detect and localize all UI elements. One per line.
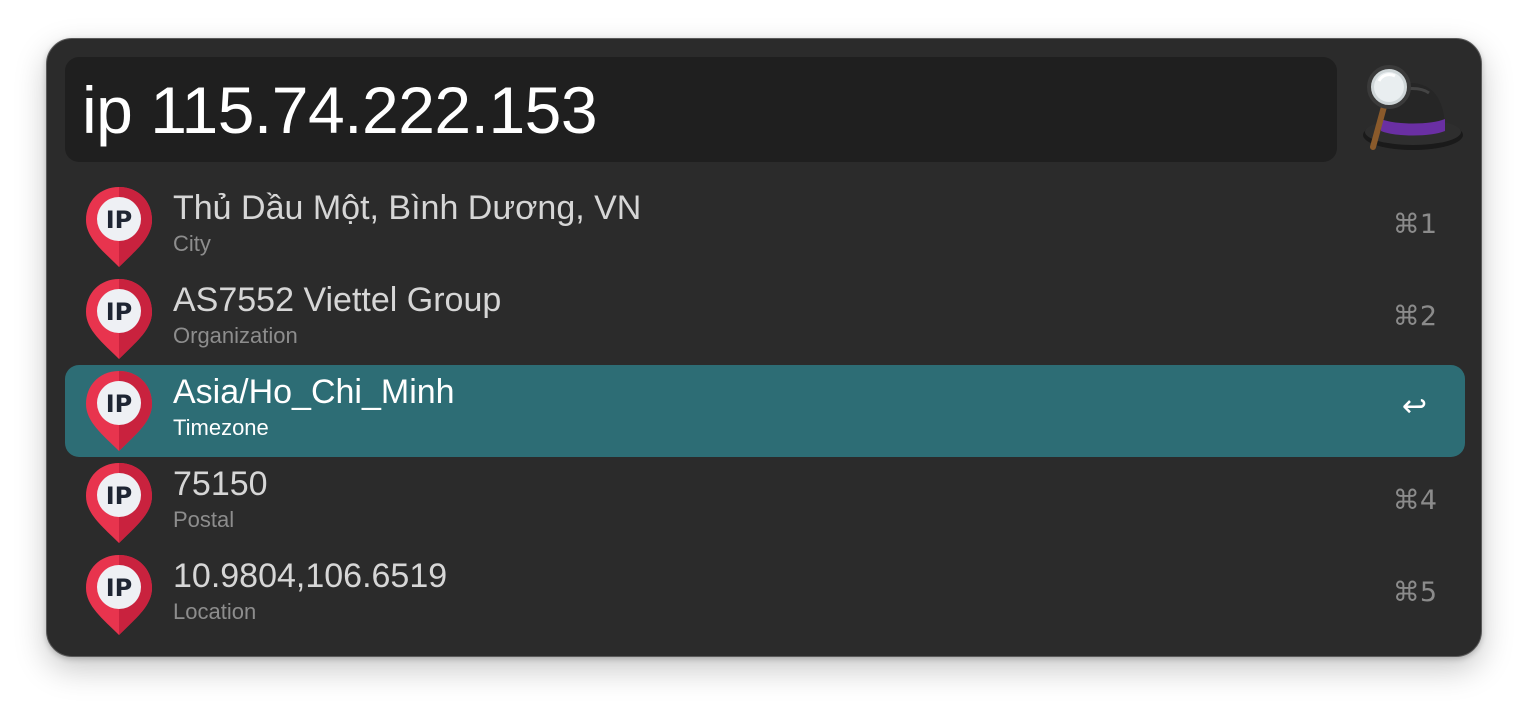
result-row-location[interactable]: IP 10.9804,106.6519 Location ⌘5: [65, 549, 1465, 641]
search-input[interactable]: ip 115.74.222.153: [65, 57, 1337, 162]
search-query-text: ip 115.74.222.153: [82, 72, 598, 147]
result-title: Thủ Dầu Một, Bình Dương, VN: [173, 189, 642, 227]
svg-text:IP: IP: [106, 206, 133, 234]
alfred-window: ip 115.74.222.153 IP Thủ Dầu Một, Bình D…: [46, 38, 1482, 657]
ip-pin-icon: IP: [86, 187, 152, 267]
result-subtitle: Postal: [173, 507, 235, 532]
result-subtitle: City: [173, 231, 211, 256]
result-row-timezone[interactable]: IP Asia/Ho_Chi_Minh Timezone ↩: [65, 365, 1465, 457]
result-row-postal[interactable]: IP 75150 Postal ⌘4: [65, 457, 1465, 549]
return-key-icon: ↩: [1401, 389, 1427, 424]
ip-pin-icon: IP: [86, 371, 152, 451]
alfred-hat-icon: [1363, 65, 1463, 150]
result-title: Asia/Ho_Chi_Minh: [173, 373, 455, 411]
result-row-city[interactable]: IP Thủ Dầu Một, Bình Dương, VN City ⌘1: [65, 181, 1465, 273]
result-shortcut: ⌘5: [1392, 577, 1437, 608]
result-title: AS7552 Viettel Group: [173, 281, 502, 319]
result-shortcut: ⌘4: [1392, 485, 1437, 516]
svg-text:IP: IP: [106, 390, 133, 418]
results-list: IP Thủ Dầu Một, Bình Dương, VN City ⌘1 I…: [65, 181, 1465, 641]
result-subtitle: Timezone: [173, 415, 269, 440]
ip-pin-icon: IP: [86, 555, 152, 635]
result-subtitle: Location: [173, 599, 257, 624]
result-title: 10.9804,106.6519: [173, 557, 448, 595]
result-shortcut: ⌘2: [1392, 301, 1437, 332]
ip-pin-icon: IP: [86, 463, 152, 543]
svg-text:IP: IP: [106, 298, 133, 326]
result-row-organization[interactable]: IP AS7552 Viettel Group Organization ⌘2: [65, 273, 1465, 365]
result-shortcut: ⌘1: [1392, 209, 1437, 240]
result-subtitle: Organization: [173, 323, 298, 348]
ip-pin-icon: IP: [86, 279, 152, 359]
result-title: 75150: [173, 465, 268, 503]
svg-text:IP: IP: [106, 574, 133, 602]
svg-text:IP: IP: [106, 482, 133, 510]
